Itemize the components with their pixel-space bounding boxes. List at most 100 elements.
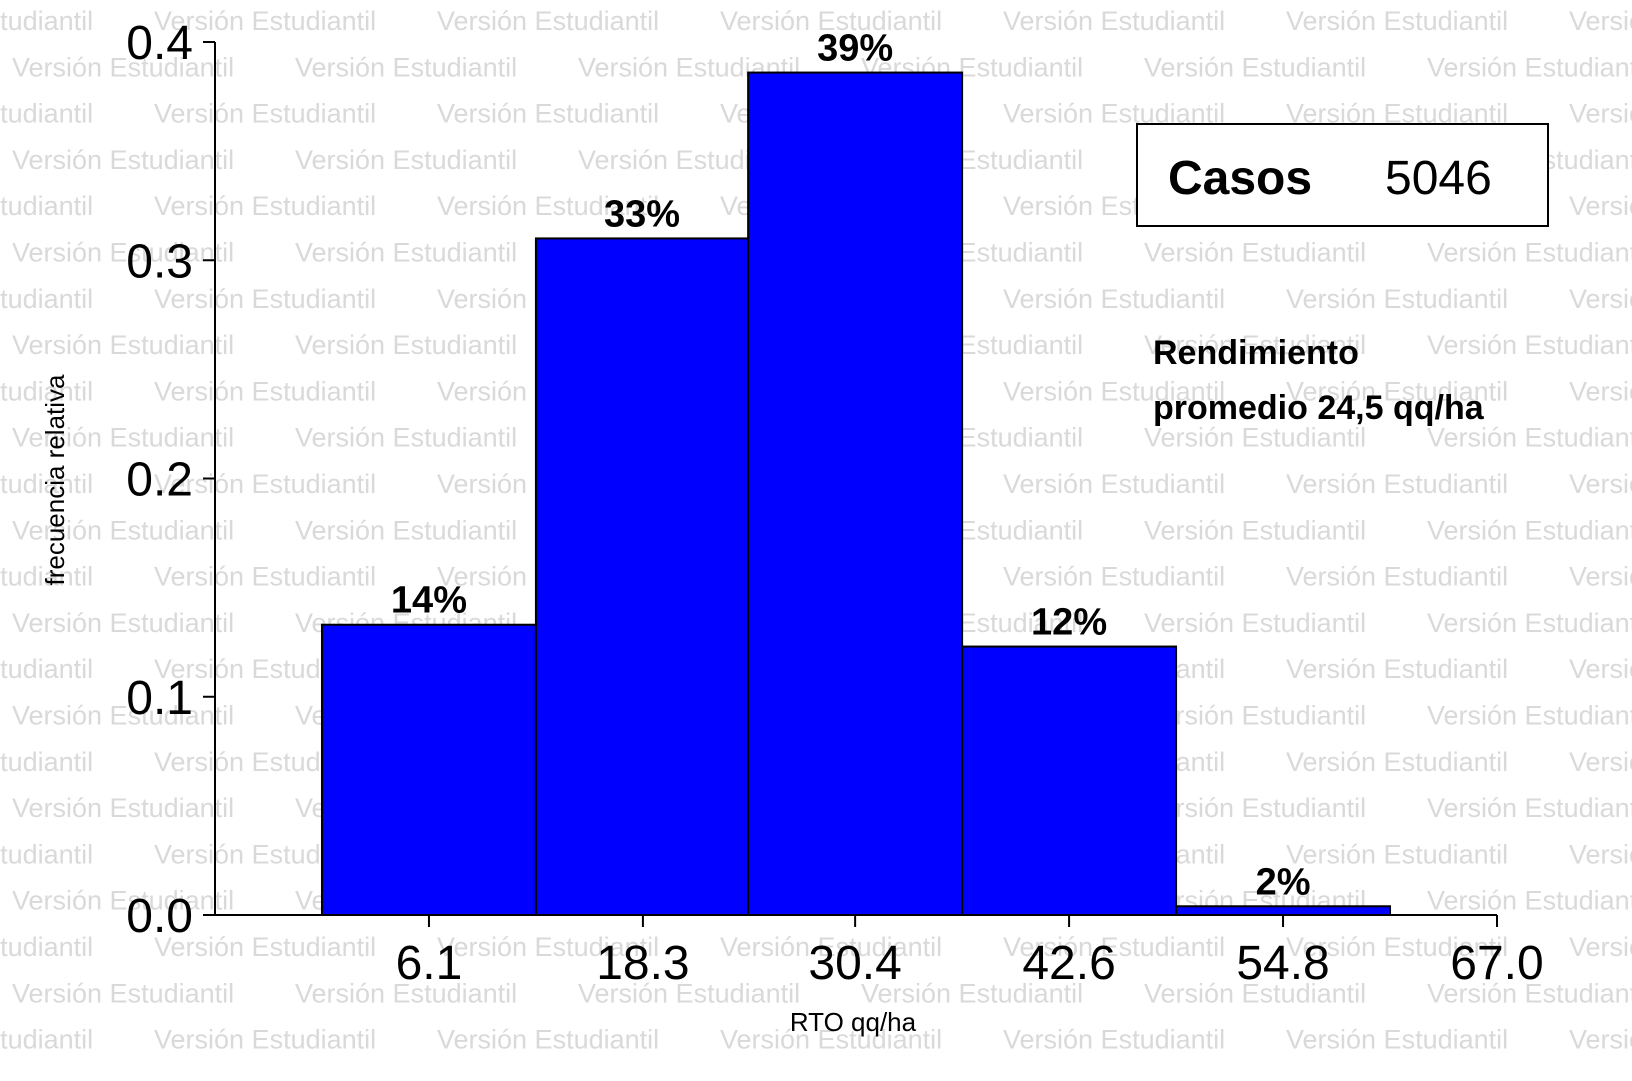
watermark-text: Versión Estudiantil [1144,423,1366,453]
x-tick-label: 30.4 [808,937,901,990]
watermark-text: Versión Estudiantil [720,6,942,36]
watermark-text: Versión Estudiantil [1427,52,1632,82]
watermark-text: Versión Estudiantil [1144,793,1366,823]
watermark-text: Versión Estudiantil [154,469,376,499]
watermark-text: Versión Estudiantil [1144,238,1366,268]
plot: 14% 33% 39% 12% 2% 0.0 0.1 0.2 0.3 0.4 6.1 18.3 30.4… [126,17,1543,990]
watermark-text: Versión Estudiantil [154,99,376,129]
cases-value: 5046 [1385,152,1492,205]
watermark-text: Versión Estudiantil [295,52,517,82]
watermark-text: Versión Estudiantil [1427,978,1632,1008]
watermark-text: Versión Estudiantil [295,145,517,175]
watermark-text: Versión Estudiantil [12,793,234,823]
watermark-text: Versión Estudiantil [1286,562,1508,592]
x-tick-label: 54.8 [1236,937,1329,990]
watermark-text: Versión Estudiantil [437,6,659,36]
y-tick-label: 0.2 [126,454,193,507]
watermark-text: Versión Estudiantil [295,423,517,453]
watermark-text: Versión Estudiantil [1569,654,1632,684]
watermark-text: Versión Estudiantil [720,1025,942,1055]
bar-label: 33% [604,193,680,235]
watermark-text: Versión Estudiantil [1144,978,1366,1008]
watermark-text: Versión Estudiantil [0,932,93,962]
watermark-text: Versión Estudiantil [0,469,93,499]
x-tick-label: 67.0 [1450,937,1543,990]
watermark-text: Versión Estudiantil [578,978,800,1008]
bar [747,71,964,917]
x-tick-label: 6.1 [396,937,463,990]
watermark-text: Versión Estudiantil [1003,6,1225,36]
watermark-text: Versión Estudiantil [12,701,234,731]
watermark-text: Versión Estudiantil [0,747,93,777]
watermark-text: Versión Estudiantil [1427,330,1632,360]
watermark-text: Versión Estudiantil [1569,747,1632,777]
watermark-text: Versión Estudiantil [1569,469,1632,499]
watermark-text: Versión Estudiantil [0,191,93,221]
watermark-text: Versión Estudiantil [1286,654,1508,684]
watermark-text: Versión Estudiantil [437,932,659,962]
watermark-text: Versión Estudiantil [1427,515,1632,545]
cases-box [1136,123,1549,227]
watermark-text: Versión Estudiantil [12,978,234,1008]
watermark-text: Versión Estudiantil [12,423,234,453]
bar [320,623,537,916]
watermark-text: Versión Estudiantil [1569,191,1632,221]
watermark-text: Versión Estudiantil [295,515,517,545]
watermark-text: Versión Estudiantil [0,562,93,592]
watermark-text: Versión Estudiantil [1569,932,1632,962]
watermark-text: Versión Estudiantil [12,238,234,268]
cases-label: Casos [1168,152,1312,205]
watermark-text: Versión Estudiantil [154,376,376,406]
watermark-text: Versión Estudiantil [1427,886,1632,916]
watermark-text: Versión Estudiantil [295,330,517,360]
watermark-text: Versión Estudiantil [1286,1025,1508,1055]
watermark-text: Versión Estudiantil [12,515,234,545]
watermark-text: Versión Estudiantil [154,1025,376,1055]
watermark-text: Versión Estudiantil [1003,376,1225,406]
watermark-text: Versión Estudiantil [1427,423,1632,453]
watermark-text: Versión Estudiantil [1286,839,1508,869]
x-tick-label: 42.6 [1022,937,1115,990]
watermark-text: Versión Estudiantil [437,99,659,129]
watermark-text: Versión Estudiantil [1286,747,1508,777]
watermark-text: Versión Estudiantil [437,191,659,221]
watermark-text: Versión Estudiantil [12,608,234,638]
y-axis-title: frecuencia relativa [40,374,70,586]
watermark-text: Versión Estudiantil [12,330,234,360]
watermark-text: Versión Estudiantil [1286,469,1508,499]
x-tick-label: 18.3 [596,937,689,990]
watermark-text: Versión Estudiantil [1569,6,1632,36]
bar [534,237,750,917]
watermark-text: Versión Estudiantil [437,1025,659,1055]
watermark-text: Versión Estudiantil [1569,376,1632,406]
watermark-text: Versión Estudiantil [1003,284,1225,314]
y-tick-label: 0.1 [126,672,193,725]
watermark-text: Versión Estudiantil [1003,1025,1225,1055]
watermark-text: Versión Estudiantil [1144,52,1366,82]
watermark-text: Versión Estudiantil [154,6,376,36]
watermark-text: Versión Estudiantil [0,376,93,406]
watermark-text: Versión Estudiantil [1427,793,1632,823]
watermark-text: Versión Estudiantil [0,654,93,684]
watermark-text: Versión Estudiantil [12,52,234,82]
watermark-text: Versión Estudiantil [1003,932,1225,962]
y-tick-label: 0.4 [126,17,193,70]
watermark-text: Versión Estudiantil [1427,238,1632,268]
watermark-text: Versión Estudiantil [1144,330,1366,360]
watermark-text: Versión Estudiantil [1569,839,1632,869]
watermark-text: Versión Estudiantil [1427,608,1632,638]
watermark-text: Versión Estudiantil [12,145,234,175]
watermark-text: Versión Estudiantil [1569,1025,1632,1055]
bar-label: 39% [817,28,893,70]
watermark-text: Versión Estudiantil [720,932,942,962]
watermark-text: Versión Estudiantil [861,978,1083,1008]
watermark-text: Versión Estudiantil [1144,515,1366,545]
watermark-text: Versión Estudiantil [1569,99,1632,129]
watermark-text: Versión Estudiantil [1003,469,1225,499]
watermark-text: Versión Estudiantil [1286,6,1508,36]
watermark-text: Versión Estudiantil [1286,932,1508,962]
watermark-text: Versión Estudiantil [1144,701,1366,731]
annotation: promedio 24,5 qq/ha [1153,389,1485,427]
bar-label: 2% [1256,861,1311,903]
